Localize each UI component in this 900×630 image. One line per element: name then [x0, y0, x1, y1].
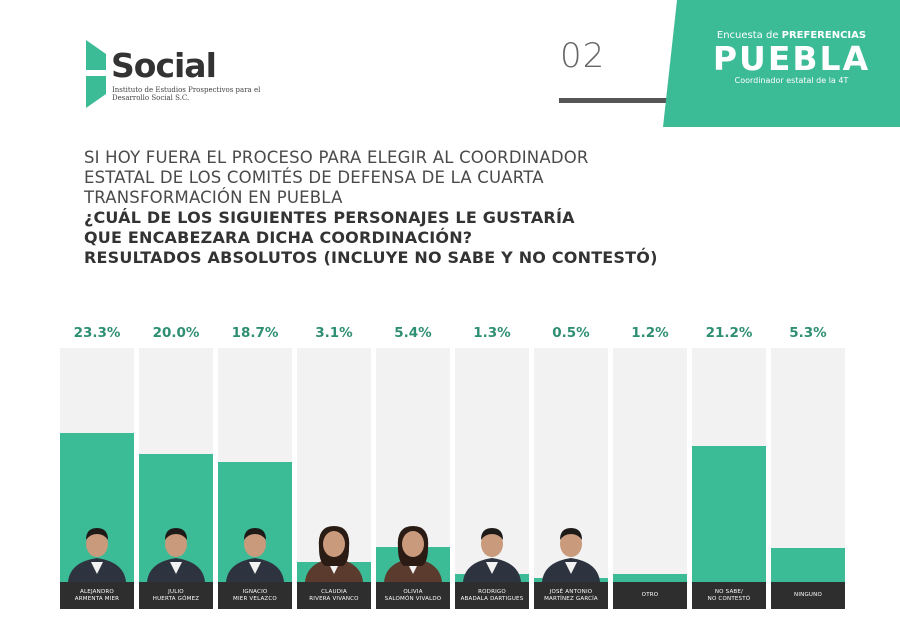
category-label: NO SABE/ NO CONTESTÓ	[692, 582, 766, 609]
candidate-photo	[463, 528, 521, 582]
bar-value-label: 0.5%	[552, 325, 590, 341]
bar-value-label: 21.2%	[705, 325, 753, 341]
bar-background	[613, 348, 687, 582]
bar-value-label: 5.3%	[789, 325, 827, 341]
question-line-3: TRANSFORMACIÓN EN PUEBLA	[84, 188, 343, 207]
bar	[771, 548, 845, 582]
bar	[613, 574, 687, 582]
candidate-photo	[68, 528, 126, 582]
logo-subtitle: Instituto de Estudios Prospectivos para …	[112, 86, 261, 102]
category-label: CLAUDIA RIVERA VIVANCO	[297, 582, 371, 609]
candidate-photo	[542, 528, 600, 582]
logo-wordmark: Social	[111, 46, 217, 85]
banner-prefix: Encuesta de	[716, 30, 782, 41]
survey-question: SI HOY FUERA EL PROCESO PARA ELEGIR AL C…	[84, 148, 724, 268]
page-number: 02	[560, 36, 606, 76]
category-label: NINGUNO	[771, 582, 845, 609]
question-line-1: SI HOY FUERA EL PROCESO PARA ELEGIR AL C…	[84, 148, 589, 167]
bar-value-label: 3.1%	[315, 325, 353, 341]
candidate-photo	[384, 526, 442, 582]
question-line-6: RESULTADOS ABSOLUTOS (INCLUYE NO SABE Y …	[84, 248, 658, 267]
category-label: JULIO HUERTA GÓMEZ	[139, 582, 213, 609]
candidate-photo	[226, 528, 284, 582]
question-line-2: ESTATAL DE LOS COMITÉS DE DEFENSA DE LA …	[84, 168, 544, 187]
bar-value-label: 1.2%	[631, 325, 669, 341]
survey-banner: Encuesta de PREFERENCIAS PUEBLA Coordina…	[663, 0, 900, 127]
bar-value-label: 18.7%	[231, 325, 279, 341]
banner-subtitle: Coordinador estatal de la 4T	[734, 76, 849, 85]
category-label: RODRIGO ABADALA DARTIGUES	[455, 582, 529, 609]
bar-value-label: 1.3%	[473, 325, 511, 341]
category-label: ALEJANDRO ARMENTA MIER	[60, 582, 134, 609]
banner-title: PUEBLA	[712, 39, 871, 78]
question-line-5: QUE ENCABEZARA DICHA COORDINACIÓN?	[84, 228, 473, 247]
banner-kicker: Encuesta de PREFERENCIAS	[683, 30, 900, 42]
social-logo: Social Instituto de Estudios Prospectivo…	[86, 40, 260, 110]
category-label: OLIVIA SALOMÓN VIVALDO	[376, 582, 450, 609]
social-logo-mark-icon	[86, 40, 106, 108]
bar	[692, 446, 766, 582]
banner-prefix-bold: PREFERENCIAS	[781, 30, 867, 41]
question-line-4: ¿CUÁL DE LOS SIGUIENTES PERSONAJES LE GU…	[84, 208, 575, 227]
candidate-photo	[305, 526, 363, 582]
candidate-photo	[147, 528, 205, 582]
bar-value-label: 20.0%	[152, 325, 200, 341]
category-label: IGNACIO MIER VELAZCO	[218, 582, 292, 609]
bar	[60, 432, 134, 582]
bar-background	[771, 348, 845, 582]
category-label: OTRO	[613, 582, 687, 609]
page-number-rule	[559, 98, 767, 103]
bar-value-label: 5.4%	[394, 325, 432, 341]
category-label: JOSÉ ANTONIO MARTÍNEZ GARCÍA	[534, 582, 608, 609]
bar-value-label: 23.3%	[73, 325, 121, 341]
